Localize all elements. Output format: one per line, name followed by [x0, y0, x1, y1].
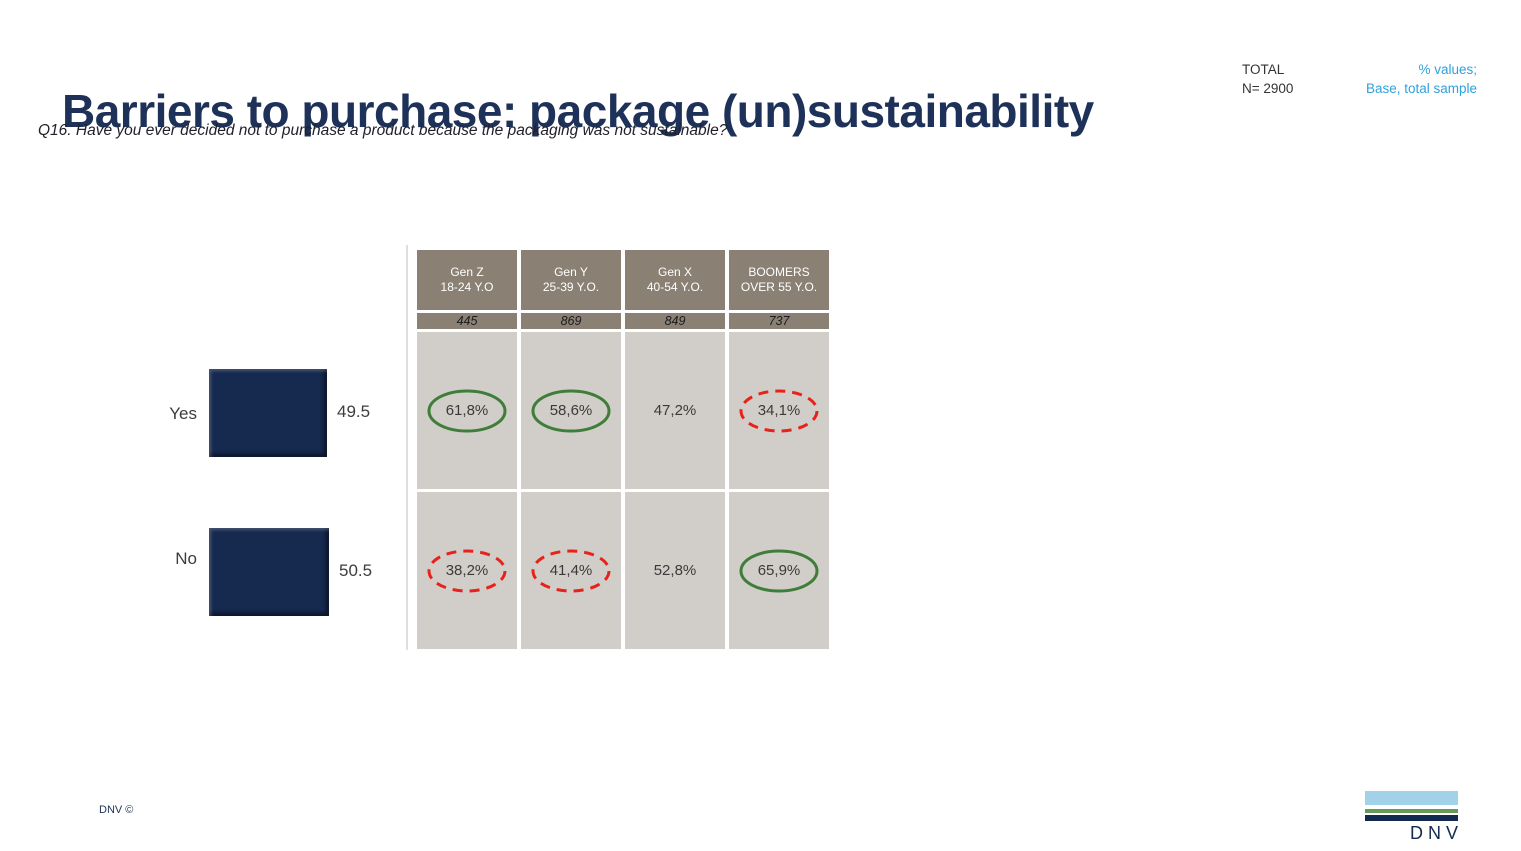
base-n-genx: 849	[625, 313, 725, 329]
base-n-geny: 869	[521, 313, 621, 329]
column-header-geny: Gen Y 25-39 Y.O.	[521, 250, 621, 310]
cell-yes-genz: 61,8%	[417, 332, 517, 489]
total-sample-block: TOTAL N= 2900	[1242, 60, 1293, 98]
cell-yes-genx: 47,2%	[625, 332, 725, 489]
bar-no	[209, 528, 330, 616]
bar-value-yes: 49.5	[337, 402, 371, 421]
column-header-boomers: BOOMERS OVER 55 Y.O.	[729, 250, 829, 310]
bar-category-label-yes: Yes	[169, 404, 197, 423]
logo-wordmark: DNV	[1409, 822, 1463, 843]
page-title: Barriers to purchase: package (un)sustai…	[62, 84, 1094, 137]
copyright-text: DNV ©	[99, 804, 134, 816]
survey-question: Q16. Have you ever decided not to purcha…	[38, 122, 728, 139]
base-n-boomers: 737	[729, 313, 829, 329]
generation-table: Gen Z 18-24 Y.O Gen Y 25-39 Y.O. Gen X 4…	[417, 250, 829, 649]
chart-plot-border	[406, 245, 408, 650]
base-n-genz: 445	[417, 313, 517, 329]
cell-no-geny: 41,4%	[521, 492, 621, 649]
note-line2: Base, total sample	[1365, 81, 1477, 96]
total-label: TOTAL	[1242, 62, 1285, 77]
bar-category-label-no: No	[175, 549, 197, 568]
dnv-logo: DNV	[1365, 791, 1458, 844]
logo-stripe-navy	[1365, 814, 1458, 821]
total-n: N= 2900	[1242, 81, 1294, 96]
logo-stripe-green	[1365, 809, 1458, 813]
column-header-genz: Gen Z 18-24 Y.O	[417, 250, 517, 310]
logo-stripe-lightblue	[1365, 791, 1458, 805]
note-line1: % values;	[1418, 62, 1477, 77]
cell-yes-boomers: 34,1%	[729, 332, 829, 489]
cell-yes-geny: 58,6%	[521, 332, 621, 489]
column-header-genx: Gen X 40-54 Y.O.	[625, 250, 725, 310]
cell-no-genx: 52,8%	[625, 492, 725, 649]
cell-no-boomers: 65,9%	[729, 492, 829, 649]
base-note-block: % values; Base, total sample	[1366, 60, 1477, 98]
bar-value-no: 50.5	[339, 561, 373, 580]
cell-no-genz: 38,2%	[417, 492, 517, 649]
bar-yes	[209, 369, 327, 457]
